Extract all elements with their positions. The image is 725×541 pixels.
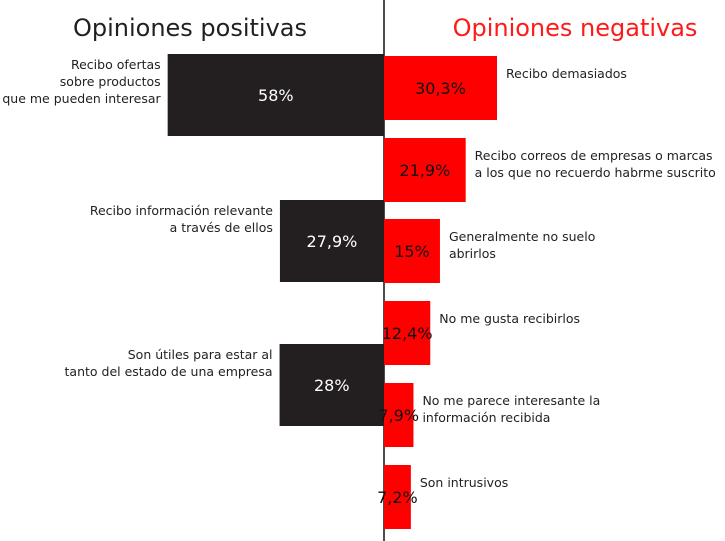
negative-title: Opiniones negativas — [453, 14, 698, 42]
positive-category-label: Son útiles para estar al — [128, 347, 273, 362]
negative-value-label: 12,4% — [382, 324, 433, 343]
negative-category-label: No me parece interesante la — [422, 393, 600, 408]
positive-category-label: sobre productos — [60, 74, 161, 89]
negative-value-label: 15% — [394, 242, 430, 261]
positive-category-label: a través de ellos — [170, 220, 273, 235]
positive-value-label: 58% — [258, 86, 294, 105]
negative-value-label: 30,3% — [415, 79, 466, 98]
positive-bar — [279, 344, 384, 426]
negative-bar — [384, 219, 440, 283]
positive-category-label: que me pueden interesar — [2, 91, 161, 106]
negative-category-label: a los que no recuerdo habrme suscrito — [475, 165, 716, 180]
negative-category-label: abrirlos — [449, 246, 496, 261]
negative-category-label: información recibida — [422, 410, 550, 425]
negative-category-label: Recibo demasiados — [506, 66, 627, 81]
negative-value-label: 21,9% — [399, 161, 450, 180]
positive-title: Opiniones positivas — [73, 14, 307, 42]
negative-bar — [384, 56, 498, 120]
positive-value-label: 27,9% — [307, 232, 358, 251]
negative-value-label: 7,9% — [378, 406, 419, 425]
negative-category-label: No me gusta recibirlos — [439, 311, 580, 326]
positive-value-label: 28% — [314, 376, 350, 395]
negative-bar — [384, 138, 466, 202]
positive-bar — [279, 200, 384, 282]
negative-category-label: Son intrusivos — [420, 475, 508, 490]
negative-bars: 30,3% Recibo demasiados 21,9% Recibo correo… — [377, 56, 716, 529]
negative-category-label: Generalmente no suelo — [449, 229, 595, 244]
positive-bars: 58% Recibo ofertas sobre productos que me p… — [2, 54, 384, 426]
positive-category-label: tanto del estado de una empresa — [65, 364, 273, 379]
negative-bar — [384, 301, 431, 365]
negative-bar — [384, 383, 414, 447]
positive-category-label: Recibo información relevante — [90, 203, 273, 218]
negative-bar — [384, 465, 411, 529]
positive-category-label: Recibo ofertas — [71, 57, 161, 72]
negative-category-label: Recibo correos de empresas o marcas — [475, 148, 713, 163]
positive-bar — [167, 54, 384, 136]
negative-value-label: 7,2% — [377, 488, 418, 507]
